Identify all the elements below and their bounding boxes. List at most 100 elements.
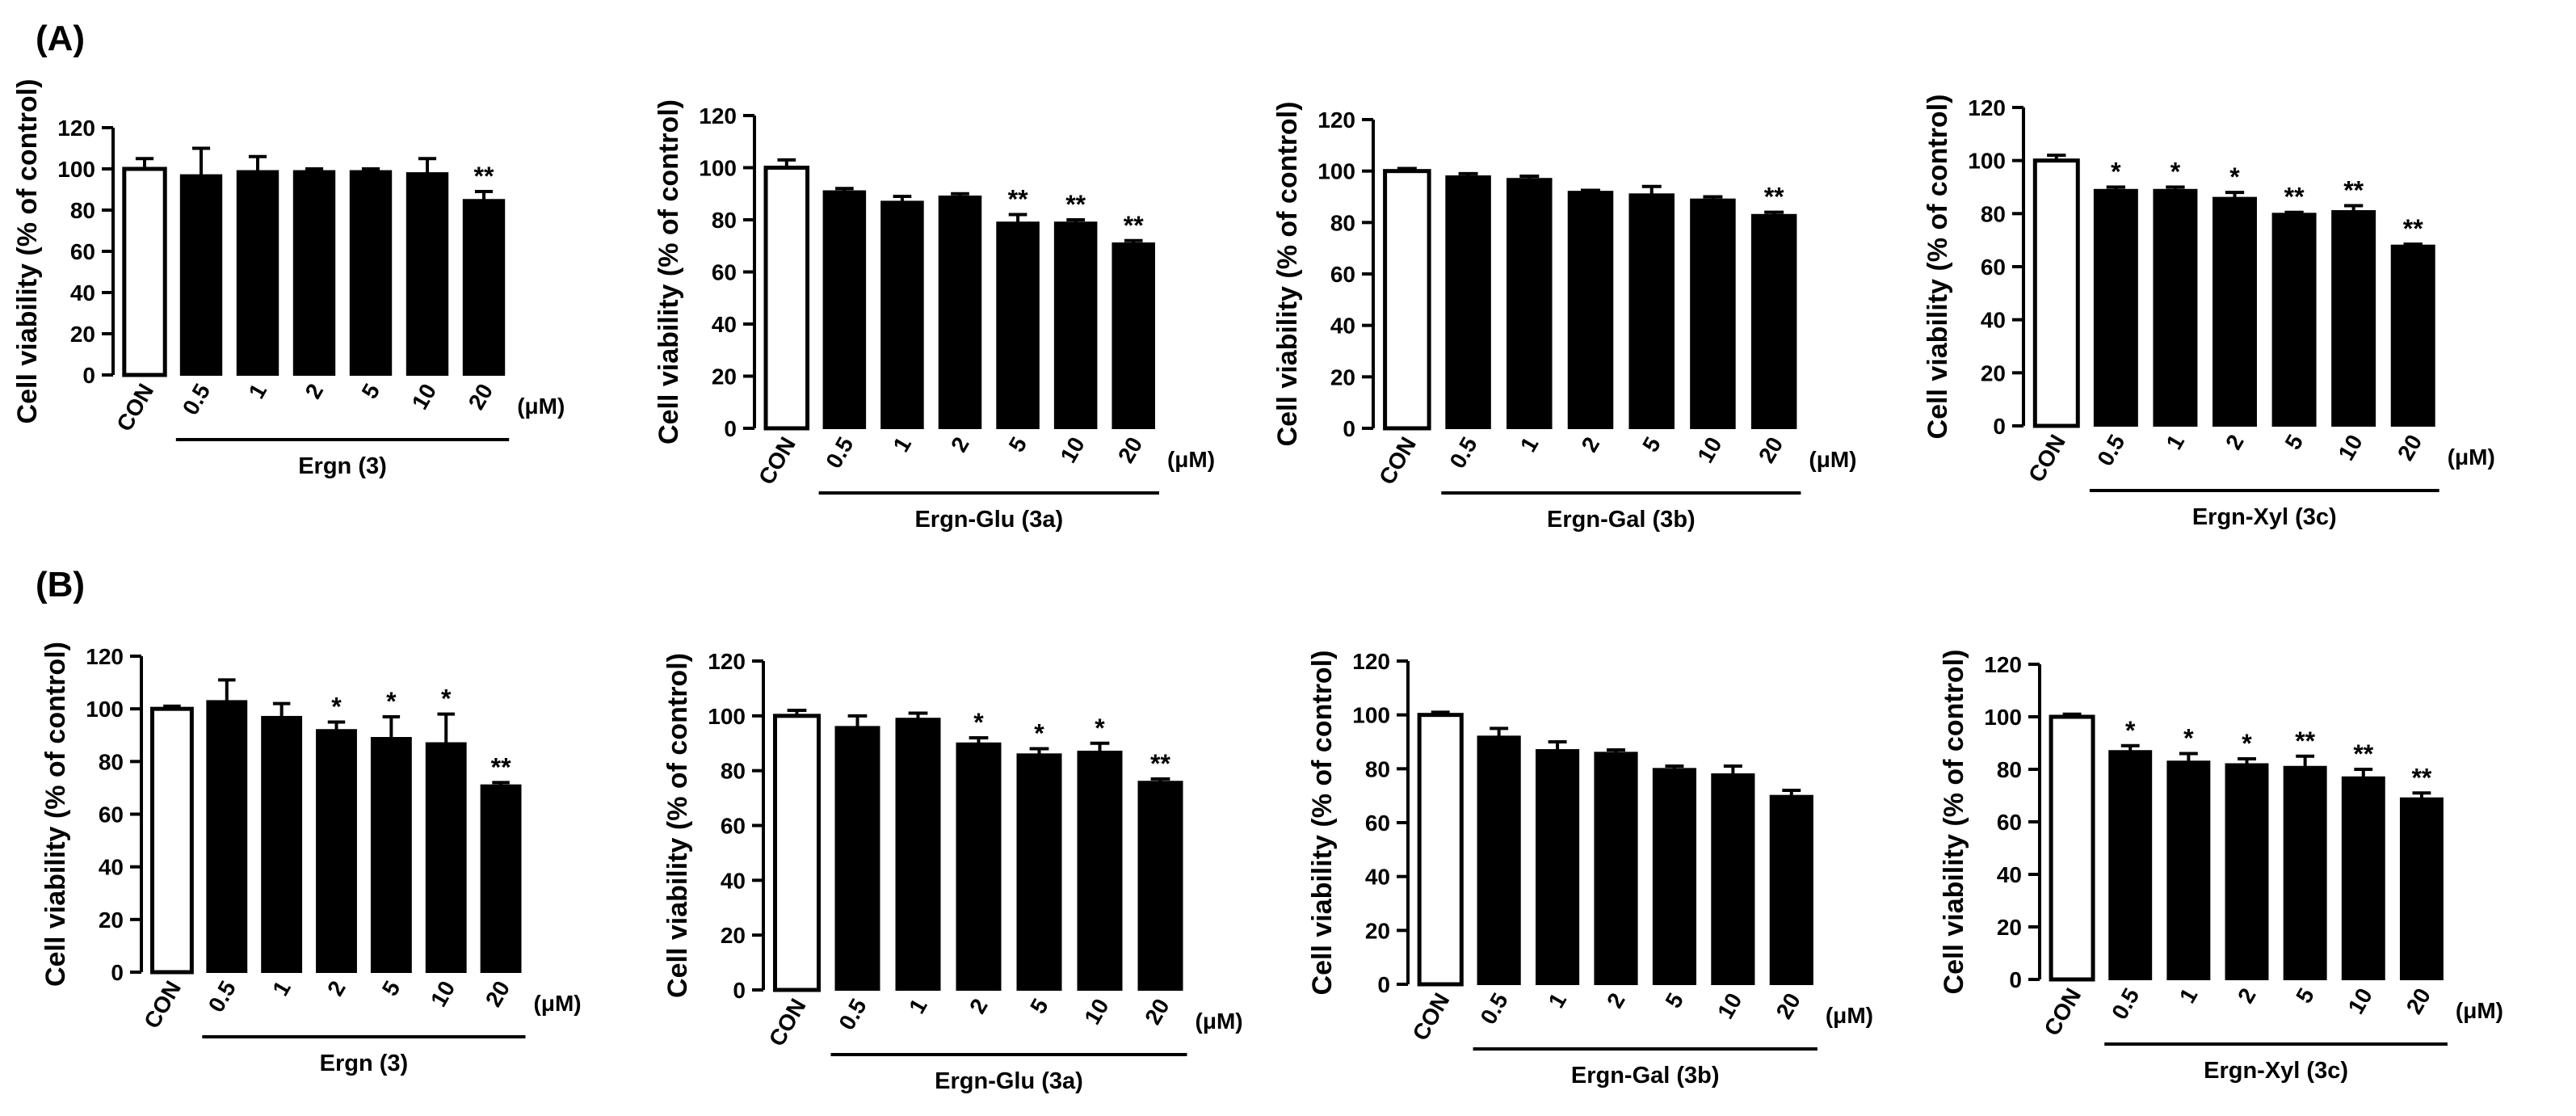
bar bbox=[462, 199, 506, 376]
x-tick-label: 5 bbox=[1004, 433, 1032, 457]
x-tick-label: 20 bbox=[1140, 995, 1174, 1029]
bar bbox=[880, 200, 924, 430]
x-tick-label: 2 bbox=[300, 380, 329, 403]
x-tick-label: CON bbox=[754, 432, 801, 488]
bar bbox=[2331, 210, 2376, 427]
bar bbox=[1077, 750, 1123, 991]
unit-label: (μM) bbox=[1809, 447, 1856, 472]
significance-label: ** bbox=[2403, 214, 2423, 243]
x-tick-label: 2 bbox=[1577, 433, 1605, 457]
y-tick-label: 20 bbox=[1981, 360, 2006, 385]
significance-label: ** bbox=[2343, 175, 2364, 204]
bar bbox=[2213, 196, 2257, 427]
unit-label: (μM) bbox=[1826, 1003, 1873, 1028]
x-tick-label: 1 bbox=[1515, 433, 1544, 457]
significance-label: * bbox=[2111, 158, 2121, 187]
group-label: Ergn-Xyl (3c) bbox=[2204, 1058, 2348, 1084]
bar bbox=[763, 166, 810, 431]
bar bbox=[2166, 760, 2211, 980]
y-tick-label: 40 bbox=[1365, 865, 1390, 890]
bar bbox=[292, 170, 336, 376]
x-tick-label: CON bbox=[1407, 989, 1454, 1045]
significance-label: * bbox=[973, 708, 984, 737]
bar bbox=[2032, 158, 2080, 428]
panel-label-a: (A) bbox=[36, 19, 85, 58]
bar bbox=[1016, 753, 1062, 991]
group-label: Ergn-Gal (3b) bbox=[1547, 507, 1696, 533]
panel-label-b: (B) bbox=[36, 565, 85, 604]
y-tick-label: 100 bbox=[86, 697, 124, 722]
y-tick-label: 80 bbox=[99, 749, 124, 774]
y-axis-label: Cell viability (% of control) bbox=[1939, 650, 1969, 995]
bar bbox=[2390, 244, 2435, 427]
bar bbox=[822, 190, 867, 429]
bar bbox=[206, 700, 248, 973]
y-tick-label: 20 bbox=[1997, 915, 2022, 940]
x-tick-label: 0.5 bbox=[821, 433, 858, 473]
bar bbox=[1053, 221, 1098, 429]
y-tick-label: 100 bbox=[699, 156, 737, 181]
y-tick-label: 0 bbox=[1343, 416, 1355, 441]
significance-label: * bbox=[441, 684, 452, 714]
x-tick-label: 5 bbox=[1637, 433, 1666, 457]
bar bbox=[1750, 213, 1797, 429]
y-tick-label: 100 bbox=[1984, 705, 2022, 730]
y-tick-label: 120 bbox=[57, 116, 95, 141]
bar bbox=[370, 737, 412, 974]
x-tick-label: CON bbox=[2039, 984, 2086, 1040]
x-tick-label: 10 bbox=[1079, 995, 1113, 1029]
significance-label: ** bbox=[2411, 763, 2431, 792]
x-tick-label: 20 bbox=[1771, 989, 1805, 1023]
y-tick-label: 120 bbox=[1984, 652, 2022, 677]
bar bbox=[1137, 781, 1183, 991]
significance-label: ** bbox=[2295, 726, 2315, 756]
x-tick-label: 20 bbox=[464, 380, 498, 414]
y-tick-label: 100 bbox=[1317, 159, 1355, 184]
x-tick-label: CON bbox=[111, 380, 158, 436]
x-tick-label: 5 bbox=[357, 380, 385, 403]
x-tick-label: 20 bbox=[1754, 433, 1788, 467]
y-tick-label: 100 bbox=[708, 704, 746, 729]
significance-label: * bbox=[2229, 162, 2240, 192]
x-tick-label: 20 bbox=[481, 977, 515, 1011]
x-tick-label: 5 bbox=[2280, 431, 2309, 454]
significance-label: * bbox=[1034, 719, 1044, 748]
unit-label: (μM) bbox=[517, 394, 565, 419]
y-tick-label: 120 bbox=[708, 649, 746, 674]
x-tick-label: 2 bbox=[2221, 431, 2249, 454]
x-tick-label: 10 bbox=[2343, 984, 2377, 1018]
bar bbox=[834, 726, 880, 992]
x-tick-label: 2 bbox=[946, 433, 974, 457]
y-tick-label: 0 bbox=[111, 960, 124, 985]
group-label: Ergn (3) bbox=[320, 1051, 409, 1076]
bar bbox=[150, 706, 194, 975]
y-tick-label: 100 bbox=[1352, 703, 1390, 728]
bar bbox=[349, 170, 393, 376]
y-tick-label: 60 bbox=[1365, 811, 1390, 836]
y-tick-label: 80 bbox=[1981, 201, 2006, 226]
significance-label: ** bbox=[474, 162, 494, 191]
bar bbox=[261, 715, 303, 973]
bar bbox=[1567, 191, 1614, 429]
y-axis-label: Cell viability (% of control) bbox=[662, 653, 693, 998]
y-axis-label: Cell viability (% of control) bbox=[1923, 95, 1953, 440]
x-tick-label: 5 bbox=[377, 977, 406, 1000]
bar bbox=[2049, 714, 2095, 982]
bar bbox=[1594, 752, 1638, 985]
y-axis-label: Cell viability (% of control) bbox=[12, 79, 43, 424]
y-tick-label: 60 bbox=[1997, 810, 2022, 835]
x-tick-label: 5 bbox=[1660, 989, 1688, 1013]
significance-label: ** bbox=[491, 752, 511, 781]
bar bbox=[406, 172, 449, 376]
bar bbox=[1690, 198, 1736, 430]
significance-label: ** bbox=[1124, 211, 1144, 240]
y-tick-label: 80 bbox=[1997, 757, 2022, 782]
x-tick-label: 5 bbox=[1025, 995, 1053, 1018]
bar bbox=[1769, 794, 1813, 986]
y-tick-label: 20 bbox=[712, 364, 737, 390]
y-tick-label: 20 bbox=[99, 908, 124, 933]
